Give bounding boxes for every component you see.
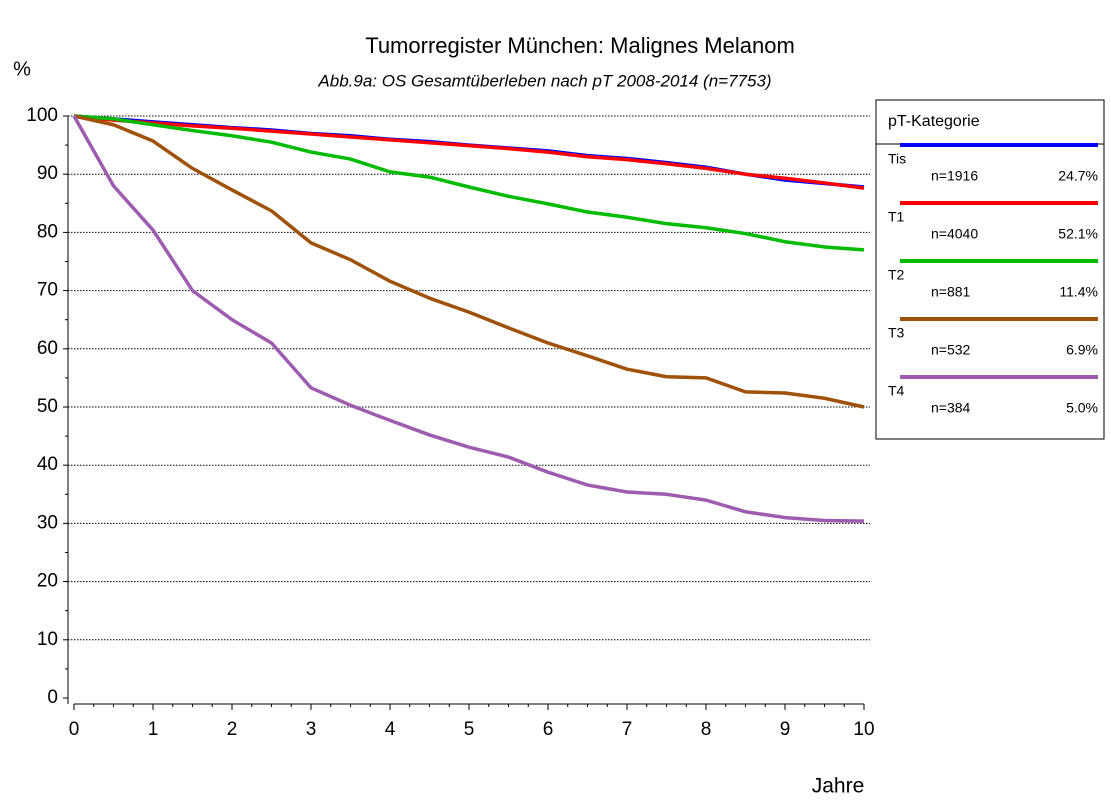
- legend-box: [875, 99, 1105, 440]
- y-tick-label: 30: [37, 512, 58, 533]
- legend-n: n=532: [931, 342, 971, 358]
- y-tick-label: 80: [37, 221, 58, 242]
- legend-share: 6.9%: [1066, 342, 1098, 358]
- y-tick-label: 70: [37, 280, 58, 301]
- x-tick-label: 1: [148, 719, 159, 740]
- legend-share: 52.1%: [1058, 226, 1098, 242]
- y-tick-label: 100: [26, 105, 58, 126]
- y-tick-label: 20: [37, 571, 58, 592]
- y-tick-label: 60: [37, 338, 58, 359]
- legend-label: T2: [888, 267, 905, 283]
- y-tick-label: 10: [37, 629, 58, 650]
- x-tick-label: 0: [69, 719, 80, 740]
- y-tick-label: 0: [47, 687, 58, 708]
- legend-label: T1: [888, 209, 905, 225]
- survival-line: [73, 114, 865, 252]
- legend-share: 11.4%: [1059, 284, 1098, 300]
- y-axis-label: %: [13, 58, 31, 80]
- x-tick-label: 9: [780, 719, 791, 740]
- survival-line: [73, 114, 865, 190]
- legend-label: Tis: [888, 151, 906, 167]
- x-axis-label: Jahre: [812, 775, 865, 798]
- legend-n: n=881: [931, 284, 971, 300]
- legend-label: T3: [888, 325, 905, 341]
- legend-share: 5.0%: [1066, 400, 1098, 416]
- legend-title: pT-Kategorie: [888, 113, 980, 130]
- x-tick-label: 8: [701, 719, 712, 740]
- legend-label: T4: [888, 383, 905, 399]
- survival-line: [72, 115, 865, 523]
- x-tick-label: 4: [385, 719, 396, 740]
- y-tick-label: 40: [37, 454, 58, 475]
- legend-share: 24.7%: [1058, 168, 1098, 184]
- x-tick-label: 5: [464, 719, 475, 740]
- legend-n: n=4040: [931, 226, 978, 242]
- x-tick-label: 3: [306, 719, 317, 740]
- y-tick-label: 50: [37, 396, 58, 417]
- chart-title: Tumorregister München: Malignes Melanom: [365, 33, 795, 58]
- y-tick-label: 90: [37, 163, 58, 184]
- chart-subtitle: Abb.9a: OS Gesamtüberleben nach pT 2008-…: [317, 71, 771, 90]
- legend-n: n=1916: [931, 168, 978, 184]
- x-tick-label: 6: [543, 719, 554, 740]
- x-tick-label: 10: [853, 719, 874, 740]
- x-tick-label: 2: [227, 719, 238, 740]
- x-tick-label: 7: [622, 719, 633, 740]
- legend-n: n=384: [931, 400, 971, 416]
- survival-line: [73, 114, 865, 409]
